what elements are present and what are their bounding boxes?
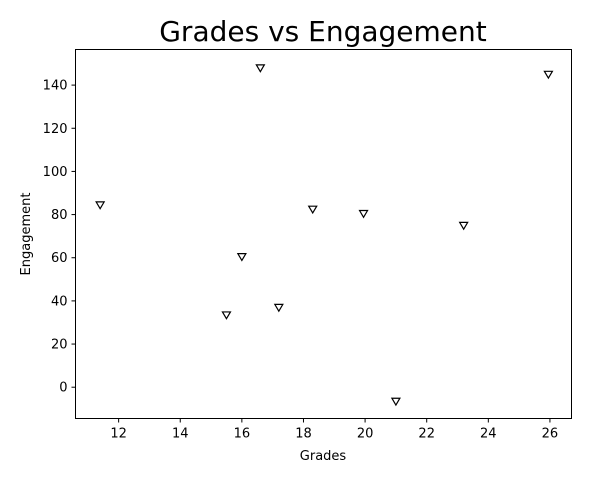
x-tick-label: 22: [418, 427, 435, 442]
x-tick-label: 14: [172, 427, 189, 442]
data-point-marker: [236, 253, 247, 262]
x-tick-label: 18: [295, 427, 312, 442]
y-tick-label: 80: [51, 208, 68, 223]
data-point-marker: [221, 311, 232, 320]
y-tick-label: 120: [43, 122, 68, 137]
y-tick-label: 100: [43, 165, 68, 180]
y-tick-label: 40: [51, 294, 68, 309]
y-axis-label: Engagement: [19, 193, 34, 276]
y-tick-label: 0: [59, 381, 67, 396]
x-tick-label: 24: [480, 427, 497, 442]
chart-title: Grades vs Engagement: [159, 15, 487, 48]
data-point-marker: [273, 303, 284, 313]
x-axis-label: Grades: [300, 449, 347, 464]
y-tick-label: 60: [51, 251, 68, 266]
y-tick-label: 20: [51, 338, 68, 353]
x-axis-ticks: 12 14 16 18 20 22 24 26: [110, 418, 559, 442]
data-point-marker: [543, 70, 554, 80]
data-point-marker: [458, 221, 469, 231]
data-point-marker: [358, 209, 369, 219]
data-point-marker: [307, 205, 318, 215]
x-tick-label: 20: [357, 427, 374, 442]
y-axis-ticks: 0 20 40 60 80 100 120 140: [43, 79, 76, 396]
x-tick-label: 26: [542, 427, 559, 442]
data-point-marker: [95, 201, 106, 210]
plot-area: [75, 49, 572, 419]
data-points: [95, 64, 554, 407]
x-tick-label: 12: [110, 427, 127, 442]
x-tick-label: 16: [234, 427, 251, 442]
y-tick-label: 140: [43, 79, 68, 94]
data-point-marker: [255, 64, 266, 73]
data-point-marker: [390, 397, 401, 407]
